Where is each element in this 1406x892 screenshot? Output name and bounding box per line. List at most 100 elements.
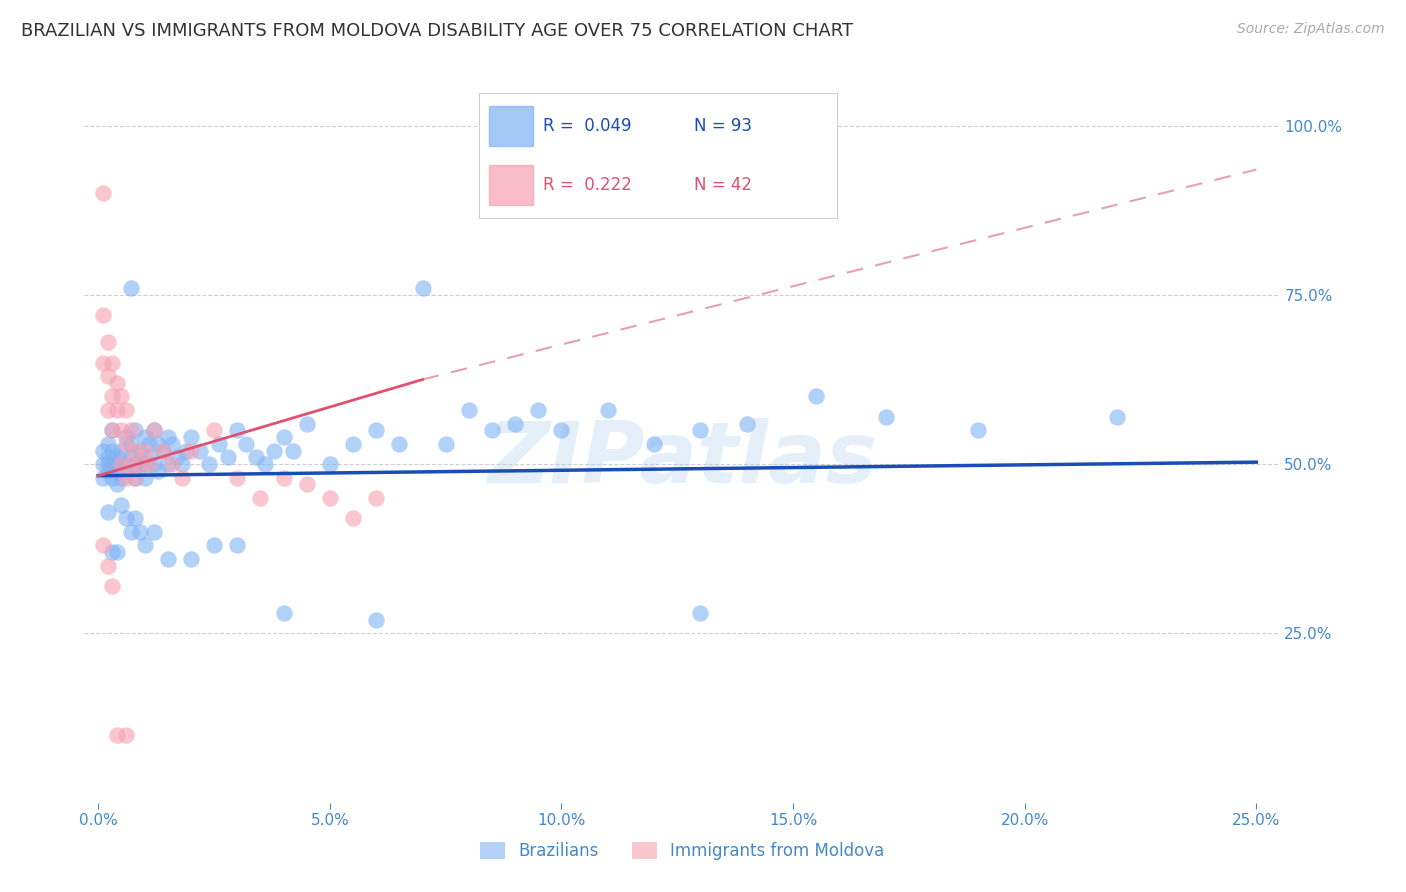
Point [120,457,142,471]
Point [235,437,257,451]
Point [412,281,434,295]
Point [110,389,132,403]
Point [1107,409,1129,424]
Point [156,552,179,566]
Point [115,511,138,525]
Point [875,409,897,424]
Point [134,471,156,485]
Point [124,511,146,525]
Point [170,471,193,485]
Point [273,471,295,485]
Point [115,464,138,478]
Point [124,471,146,485]
Point [550,423,572,437]
Point [105,545,128,559]
Point [120,423,142,437]
Point [180,430,202,444]
Point [129,457,152,471]
Point [101,471,124,485]
Point [434,437,457,451]
Point [110,498,132,512]
Point [457,403,479,417]
Point [226,423,249,437]
Point [115,471,138,485]
Point [148,437,170,451]
Point [503,417,526,431]
Point [129,457,152,471]
Text: Source: ZipAtlas.com: Source: ZipAtlas.com [1237,22,1385,37]
Point [115,728,138,742]
Point [263,443,285,458]
Point [202,423,225,437]
Point [110,457,132,471]
Point [162,457,184,471]
Point [101,389,124,403]
Point [134,538,156,552]
Point [96,335,118,350]
Point [142,524,165,539]
Point [342,511,364,525]
Point [481,423,503,437]
Point [138,457,160,471]
Point [226,471,249,485]
Point [91,355,114,369]
Point [596,403,619,417]
Point [366,423,388,437]
Point [101,579,124,593]
Point [96,437,118,451]
Point [967,423,990,437]
Point [110,423,132,437]
Point [120,450,142,465]
Point [124,423,146,437]
Point [96,464,118,478]
Point [273,430,295,444]
Point [806,389,828,403]
Point [96,457,118,471]
Text: ZIPatlas: ZIPatlas [486,417,877,500]
Point [105,450,128,465]
Point [295,477,318,491]
Point [281,443,304,458]
Point [152,443,174,458]
Point [105,728,128,742]
Point [134,430,156,444]
Point [101,423,124,437]
Point [180,552,202,566]
Point [91,538,114,552]
Point [319,457,342,471]
Point [152,443,174,458]
Point [101,443,124,458]
Point [273,606,295,620]
Point [96,505,118,519]
Point [319,491,342,505]
Point [156,430,179,444]
Point [202,538,225,552]
Point [96,558,118,573]
Point [91,443,114,458]
Point [142,457,165,471]
Point [115,457,138,471]
Point [124,471,146,485]
Legend: Brazilians, Immigrants from Moldova: Brazilians, Immigrants from Moldova [479,842,884,860]
Point [110,471,132,485]
Point [249,491,271,505]
Point [689,606,711,620]
Point [101,457,124,471]
Point [245,450,267,465]
Point [96,403,118,417]
Point [138,437,160,451]
Point [217,450,239,465]
Point [366,613,388,627]
Point [96,369,118,384]
Point [170,457,193,471]
Point [208,437,231,451]
Point [101,355,124,369]
Point [735,417,758,431]
Point [388,437,411,451]
Point [166,450,188,465]
Point [156,457,179,471]
Point [689,423,711,437]
Point [643,437,665,451]
Point [142,423,165,437]
Point [180,443,202,458]
